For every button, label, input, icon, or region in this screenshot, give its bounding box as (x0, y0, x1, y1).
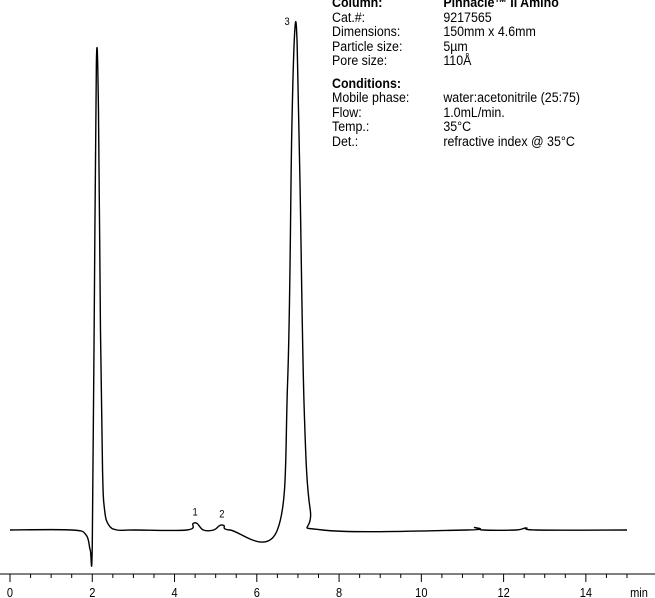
conditions-heading: Conditions: (332, 75, 401, 91)
peak-label-3: 3 (284, 16, 289, 28)
info-value: 150mm x 4.6mm (443, 24, 536, 39)
info-row-dimensions: Dimensions: 150mm x 4.6mm (332, 24, 580, 40)
x-tick-label: 8 (336, 585, 342, 598)
condition-key: Flow: (332, 104, 362, 120)
info-key: Cat.#: (332, 9, 366, 25)
condition-value: 35°C (443, 119, 472, 134)
x-tick-label: 4 (171, 585, 177, 598)
condition-key: Det.: (332, 133, 359, 149)
condition-value: 1.0mL/min. (443, 104, 505, 120)
condition-row-detector: Det.: refractive index @ 35°C (332, 133, 580, 150)
x-axis-unit-label: min (630, 585, 648, 598)
x-axis: 0 2 4 6 8 10 12 14 min (0, 573, 655, 598)
column-value: Pinnacle™ II Amino (443, 0, 559, 10)
condition-row-mobile-phase: Mobile phase: water:acetonitrile (25:75) (332, 90, 581, 106)
info-row-cat: Cat.#: 9217565 (332, 9, 580, 26)
condition-row-flow: Flow: 1.0mL/min. (332, 104, 580, 121)
peak-label-2: 2 (219, 509, 224, 521)
x-tick-label: 14 (580, 585, 593, 598)
info-key: Particle size: (332, 38, 403, 54)
peak-labels: 1 2 3 (193, 16, 290, 520)
info-row-pore-size: Pore size: 110Å (332, 53, 580, 69)
info-value: 9217565 (443, 9, 492, 25)
condition-value: water:acetonitrile (25:75) (443, 90, 581, 105)
info-key: Pore size: (332, 53, 388, 68)
info-value: 110Å (443, 53, 472, 68)
column-header-row: Column: Pinnacle™ II Amino (332, 0, 580, 11)
condition-key: Mobile phase: (332, 90, 410, 105)
method-info-panel: Column: Pinnacle™ II Amino Cat.#: 921756… (332, 0, 580, 149)
peak-label-1: 1 (193, 507, 198, 519)
info-row-particle-size: Particle size: 5µm (332, 38, 580, 55)
condition-row-temp: Temp.: 35°C (332, 119, 580, 135)
x-tick-label: 2 (89, 585, 95, 598)
x-tick-label: 6 (254, 585, 260, 598)
chromatogram-trace-0 (9, 21, 628, 567)
column-label: Column: (332, 0, 383, 10)
condition-value: refractive index @ 35°C (443, 133, 575, 149)
x-tick-label: 10 (415, 585, 428, 598)
info-key: Dimensions: (332, 24, 401, 39)
condition-key: Temp.: (332, 119, 370, 134)
x-tick-label: 12 (497, 585, 510, 598)
x-tick-label: 0 (7, 585, 13, 598)
info-value: 5µm (443, 38, 468, 54)
trace-layer (9, 21, 628, 567)
